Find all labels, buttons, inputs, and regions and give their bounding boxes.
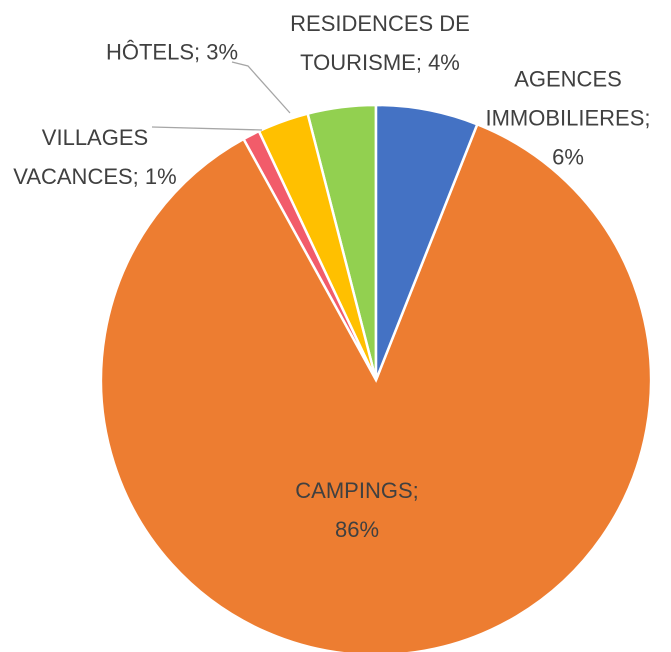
data-label: CAMPINGS; 86% (295, 478, 419, 542)
pie-slice (374, 103, 479, 381)
data-label: AGENCES IMMOBILIERES; 6% (485, 66, 651, 170)
data-label: RESIDENCES DE TOURISME; 4% (290, 11, 470, 75)
data-label: VILLAGES VACANCES; 1% (13, 125, 177, 189)
data-label: HÔTELS; 3% (105, 39, 239, 65)
leader-line (231, 61, 291, 114)
leader-line (151, 126, 263, 131)
pie-slice (99, 122, 653, 652)
